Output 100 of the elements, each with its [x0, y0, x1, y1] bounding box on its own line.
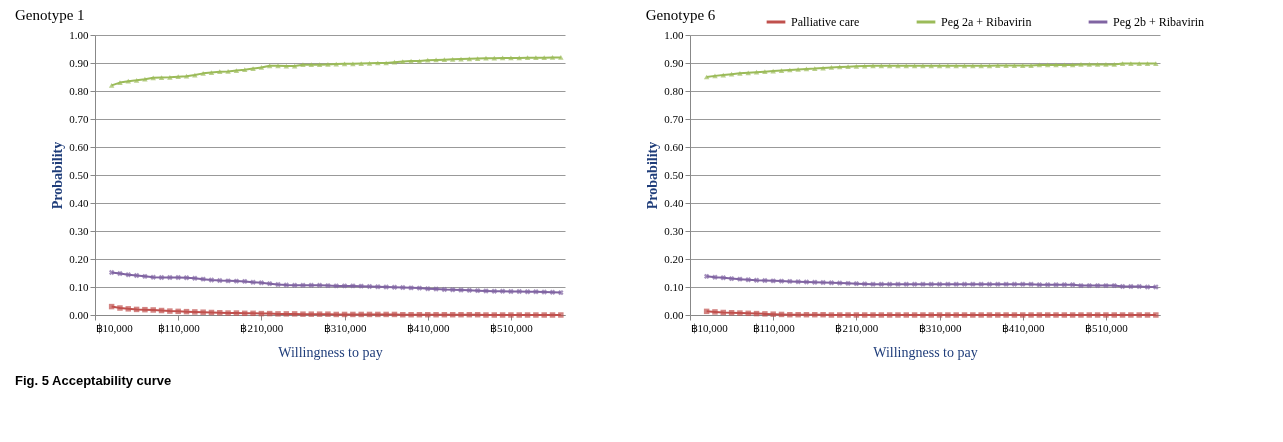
- point: [125, 306, 132, 312]
- point: [1003, 312, 1009, 318]
- point: [133, 77, 140, 83]
- point: [1044, 312, 1051, 318]
- point: [753, 277, 760, 283]
- point: [961, 281, 968, 287]
- y-tick-label: 0.00: [69, 308, 89, 321]
- point: [291, 282, 298, 289]
- point: [737, 276, 743, 282]
- x-tick-label: ฿210,000: [835, 321, 879, 334]
- point: [1003, 63, 1009, 68]
- point: [167, 274, 173, 281]
- point: [812, 311, 818, 318]
- point: [920, 281, 926, 287]
- point: [150, 307, 156, 313]
- point: [928, 63, 934, 69]
- point: [870, 63, 876, 69]
- point: [233, 278, 240, 284]
- point: [341, 61, 348, 67]
- point: [125, 271, 131, 278]
- point: [1028, 63, 1034, 68]
- y-axis-title: Probability: [645, 141, 661, 210]
- point: [325, 282, 331, 289]
- point: [308, 282, 314, 289]
- point: [995, 281, 1001, 287]
- point: [433, 311, 439, 318]
- x-axis-title: Willingness to pay: [873, 344, 978, 360]
- point: [541, 289, 547, 295]
- point: [192, 309, 198, 315]
- point: [753, 69, 760, 75]
- point: [745, 277, 751, 283]
- point: [1103, 282, 1109, 289]
- point: [408, 285, 414, 291]
- point: [737, 310, 743, 316]
- point: [1094, 312, 1101, 318]
- y-tick-label: 0.50: [664, 168, 684, 181]
- point: [308, 62, 315, 68]
- x-tick-label: ฿310,000: [918, 321, 962, 334]
- point: [762, 69, 768, 75]
- point: [1119, 283, 1126, 290]
- point: [1011, 312, 1018, 318]
- point: [1153, 312, 1159, 318]
- point: [911, 312, 918, 318]
- point: [895, 281, 901, 287]
- point: [175, 274, 181, 281]
- point: [878, 281, 885, 287]
- point: [703, 273, 710, 280]
- point: [1094, 62, 1101, 67]
- point: [142, 306, 148, 313]
- point: [208, 277, 215, 283]
- point: [358, 61, 364, 66]
- point: [1128, 283, 1134, 290]
- point: [258, 65, 265, 70]
- point: [225, 278, 231, 284]
- point: [920, 312, 926, 318]
- point: [333, 283, 339, 289]
- point: [1144, 61, 1151, 66]
- point: [1153, 284, 1159, 290]
- point: [1144, 312, 1151, 318]
- point: [1078, 62, 1084, 67]
- point: [1011, 63, 1018, 68]
- y-tick-label: 0.70: [664, 112, 684, 125]
- point: [1061, 282, 1068, 288]
- point: [358, 311, 364, 318]
- point: [1136, 283, 1142, 290]
- point: [400, 311, 406, 318]
- point: [508, 288, 514, 295]
- point: [208, 70, 215, 75]
- point: [558, 289, 564, 296]
- point: [391, 59, 398, 65]
- point: [466, 287, 473, 294]
- chart-title: Genotype 1: [15, 7, 85, 23]
- point: [425, 57, 431, 63]
- point: [920, 63, 926, 69]
- y-tick-label: 0.60: [664, 140, 684, 153]
- point: [1153, 61, 1159, 66]
- point: [986, 312, 993, 318]
- point: [728, 71, 735, 77]
- point: [945, 281, 951, 287]
- point: [283, 282, 290, 288]
- y-tick-label: 0.00: [664, 308, 684, 321]
- point: [886, 63, 893, 69]
- point: [217, 277, 223, 284]
- point: [308, 311, 315, 317]
- point: [108, 269, 115, 276]
- point: [878, 63, 885, 69]
- point: [803, 66, 810, 72]
- point: [1028, 312, 1034, 318]
- point: [853, 280, 860, 287]
- point: [978, 312, 984, 318]
- point: [258, 280, 265, 286]
- point: [183, 275, 190, 281]
- x-tick-label: ฿10,000: [95, 321, 134, 334]
- point: [150, 274, 156, 280]
- point: [1144, 284, 1151, 290]
- point: [986, 63, 993, 69]
- point: [483, 312, 489, 318]
- point: [737, 70, 743, 76]
- point: [400, 59, 406, 64]
- point: [549, 289, 556, 296]
